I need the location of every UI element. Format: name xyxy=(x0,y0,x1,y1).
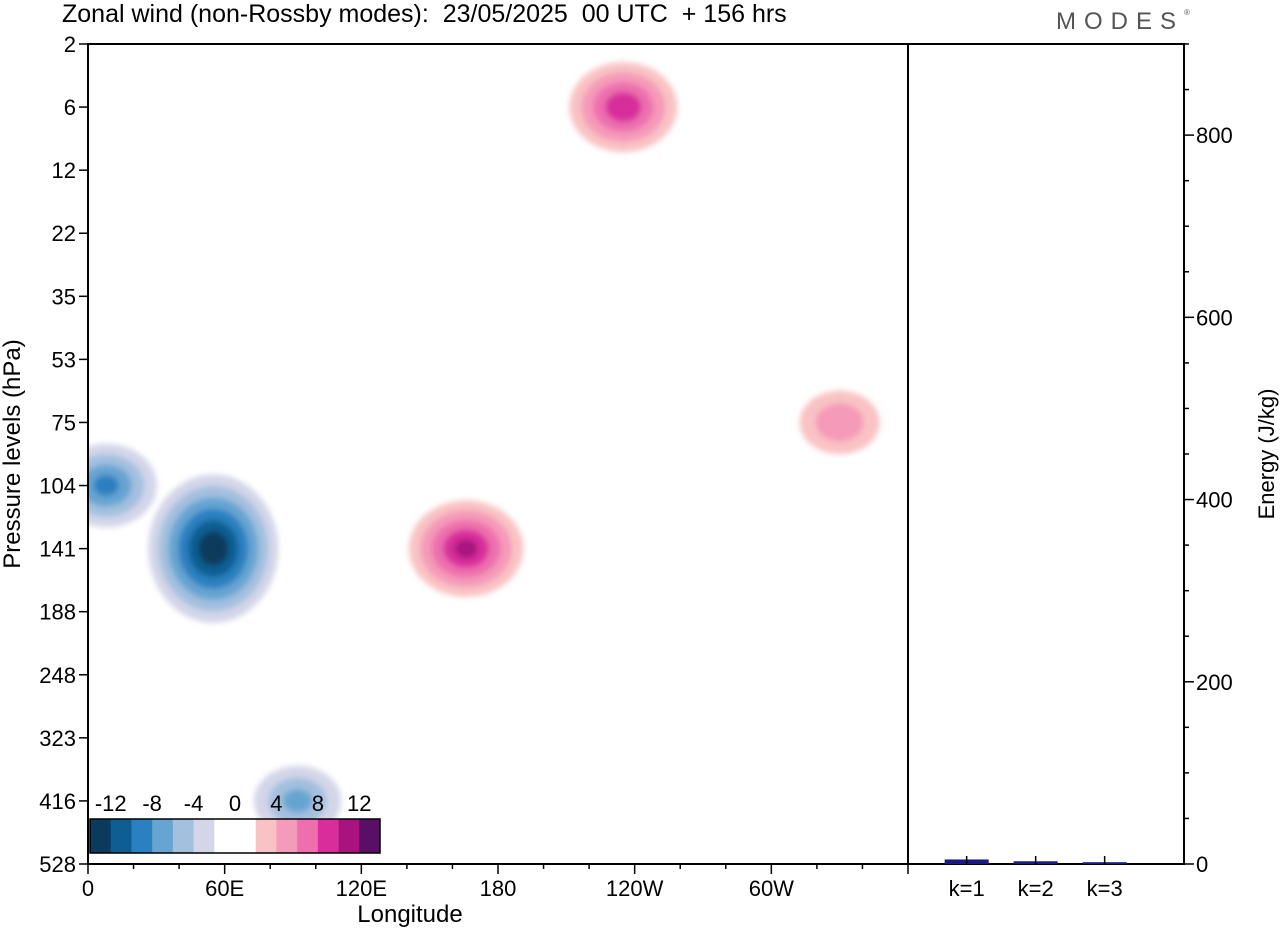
energy-category-label: k=1 xyxy=(949,876,985,901)
wind-contours xyxy=(88,62,880,837)
colorbar-swatch xyxy=(338,819,360,853)
colorbar-swatch xyxy=(152,819,174,853)
y-tick-label: 75 xyxy=(52,410,76,435)
energy-tick-label: 0 xyxy=(1196,852,1208,877)
y-tick-label: 12 xyxy=(52,158,76,183)
heatmap-plot xyxy=(88,62,880,837)
x-tick-label: 180 xyxy=(480,876,517,901)
colorbar-swatch xyxy=(276,819,298,853)
wind-region-5 xyxy=(282,789,313,813)
colorbar-label: -8 xyxy=(142,791,162,816)
y-tick-label: 2 xyxy=(64,32,76,57)
heatmap-axes: 0 60E 120E 180 120W 60W Longitude 2 6 12 22 35 53 75 1… xyxy=(0,32,909,928)
energy-tick-label: 400 xyxy=(1196,488,1233,513)
energy-category-label: k=2 xyxy=(1018,876,1054,901)
y-tick-label: 53 xyxy=(52,347,76,372)
y-tick-label: 416 xyxy=(39,789,76,814)
energy-tick-label: 600 xyxy=(1196,305,1233,330)
colorbar-label: 8 xyxy=(312,791,324,816)
y-axis-label: Pressure levels (hPa) xyxy=(0,339,26,568)
colorbar-swatch xyxy=(359,819,381,853)
colorbar-swatch xyxy=(193,819,215,853)
colorbar-swatch xyxy=(214,819,236,853)
colorbar-swatch xyxy=(131,819,153,853)
colorbar-swatch xyxy=(297,819,319,853)
wind-region-3 xyxy=(605,92,642,123)
x-tick-label: 60E xyxy=(205,876,244,901)
colorbar-swatch xyxy=(90,819,112,853)
colorbar-label: 0 xyxy=(229,791,241,816)
y-tick-label: 188 xyxy=(39,600,76,625)
registered-mark: ® xyxy=(1184,8,1190,17)
energy-axis-label: Energy (J/kg) xyxy=(1254,389,1279,520)
colorbar-swatch xyxy=(110,819,132,853)
energy-tick-label: 800 xyxy=(1196,123,1233,148)
colorbar-swatch xyxy=(255,819,277,853)
colorbar-label: -4 xyxy=(184,791,204,816)
x-tick-label: 60W xyxy=(749,876,794,901)
x-axis-label: Longitude xyxy=(357,901,462,928)
energy-tick-label: 200 xyxy=(1196,670,1233,695)
colorbar: -12 -8 -4 0 4 8 12 xyxy=(89,791,381,854)
x-tick-label: 120E xyxy=(336,876,387,901)
logo-text: MODES xyxy=(1056,8,1185,35)
colorbar-swatch xyxy=(172,819,195,853)
colorbar-swatch xyxy=(235,819,257,853)
y-tick-label: 323 xyxy=(39,726,76,751)
energy-category-label: k=3 xyxy=(1087,876,1123,901)
colorbar-swatch xyxy=(317,819,340,853)
wind-region-4 xyxy=(815,403,864,442)
y-tick-label: 528 xyxy=(39,852,76,877)
y-tick-label: 141 xyxy=(39,537,76,562)
heatmap-frame xyxy=(87,43,909,865)
x-tick-label: 120W xyxy=(606,876,664,901)
x-tick-label: 0 xyxy=(82,876,94,901)
energy-panel: 0 200 400 600 800 Energy (J/kg) k=1 k=2 k=3 xyxy=(907,43,1279,901)
y-tick-label: 6 xyxy=(64,95,76,120)
y-tick-label: 104 xyxy=(39,474,76,499)
colorbar-label: 12 xyxy=(347,791,371,816)
energy-frame xyxy=(907,43,1185,865)
colorbar-label: -12 xyxy=(95,791,127,816)
y-tick-label: 248 xyxy=(39,663,76,688)
y-tick-label: 22 xyxy=(52,221,76,246)
colorbar-frame xyxy=(89,818,381,854)
wind-region-0 xyxy=(198,531,229,566)
modes-logo: MODES® xyxy=(1056,8,1190,36)
y-tick-label: 35 xyxy=(52,284,76,309)
colorbar-label: 4 xyxy=(270,791,282,816)
wind-region-2 xyxy=(93,475,119,496)
chart-title: Zonal wind (non-Rossby modes): 23/05/202… xyxy=(62,0,787,28)
wind-region-1 xyxy=(454,539,478,559)
